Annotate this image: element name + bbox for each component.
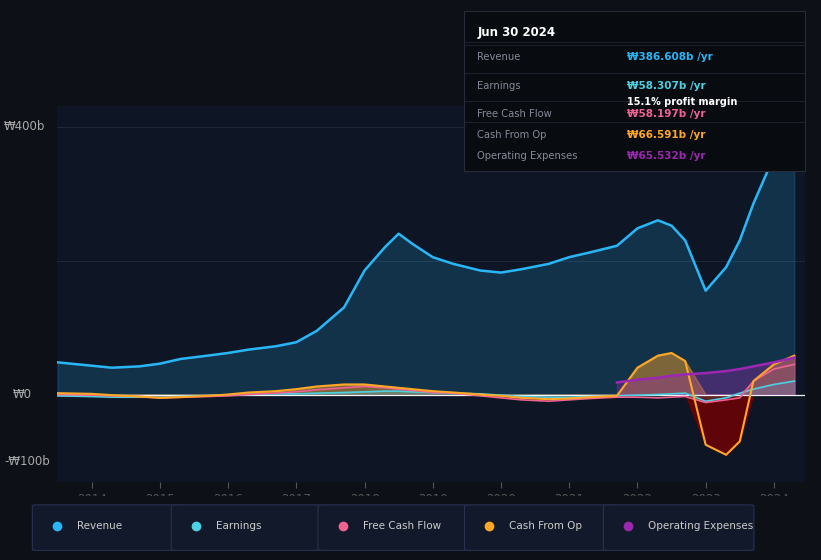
Text: ₩58.197b /yr: ₩58.197b /yr — [627, 109, 706, 119]
Text: Cash From Op: Cash From Op — [478, 130, 547, 140]
Text: ₩65.532b /yr: ₩65.532b /yr — [627, 151, 706, 161]
Text: Jun 30 2024: Jun 30 2024 — [478, 26, 556, 39]
Text: Revenue: Revenue — [478, 53, 521, 63]
Text: Earnings: Earnings — [478, 81, 521, 91]
Text: ₩400b: ₩400b — [4, 120, 45, 133]
Text: ₩386.608b /yr: ₩386.608b /yr — [627, 53, 713, 63]
Text: Revenue: Revenue — [77, 521, 122, 531]
Text: Earnings: Earnings — [216, 521, 262, 531]
Text: Free Cash Flow: Free Cash Flow — [478, 109, 553, 119]
FancyBboxPatch shape — [172, 505, 322, 550]
FancyBboxPatch shape — [603, 505, 754, 550]
Text: Operating Expenses: Operating Expenses — [649, 521, 754, 531]
Text: Cash From Op: Cash From Op — [509, 521, 582, 531]
Text: ₩66.591b /yr: ₩66.591b /yr — [627, 130, 706, 140]
Text: Free Cash Flow: Free Cash Flow — [363, 521, 441, 531]
FancyBboxPatch shape — [318, 505, 468, 550]
FancyBboxPatch shape — [465, 505, 615, 550]
Text: 15.1% profit margin: 15.1% profit margin — [627, 97, 738, 107]
Text: ₩0: ₩0 — [12, 388, 31, 401]
Text: ₩58.307b /yr: ₩58.307b /yr — [627, 81, 706, 91]
Text: Operating Expenses: Operating Expenses — [478, 151, 578, 161]
FancyBboxPatch shape — [32, 505, 183, 550]
Text: -₩100b: -₩100b — [4, 455, 50, 468]
